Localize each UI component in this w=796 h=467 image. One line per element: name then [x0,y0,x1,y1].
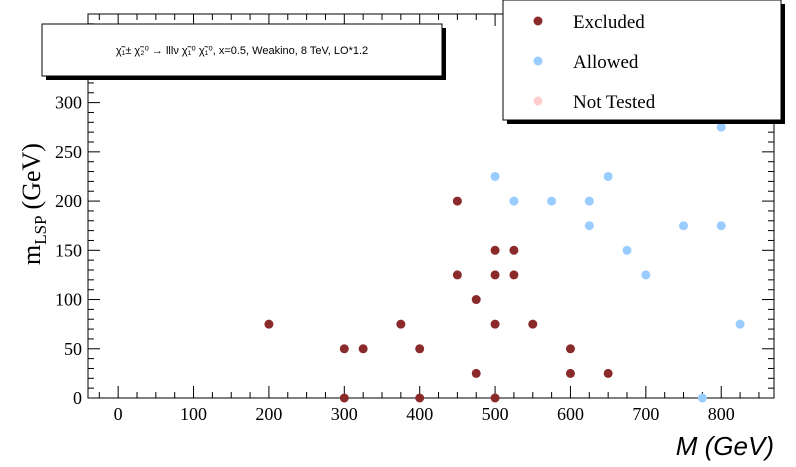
process-label: χ̃₁± χ̃₂⁰ → lllν χ̃₁⁰ χ̃₁⁰, x=0.5, Weaki… [116,45,368,57]
x-tick-label: 800 [708,404,735,424]
point-allowed [603,171,613,181]
point-allowed [584,221,594,231]
legend-marker [533,56,543,66]
y-tick-label: 250 [55,142,82,162]
point-allowed [584,196,594,206]
point-excluded [339,393,349,403]
point-excluded [490,319,500,329]
point-allowed [622,245,632,255]
process-info-box: χ̃₁± χ̃₂⁰ → lllν χ̃₁⁰ χ̃₁⁰, x=0.5, Weaki… [41,23,446,80]
legend-label: Excluded [573,12,645,33]
point-excluded [396,319,406,329]
point-allowed [490,171,500,181]
point-excluded [509,245,519,255]
point-excluded [603,368,613,378]
point-allowed [697,393,707,403]
point-excluded [490,393,500,403]
x-tick-label: 700 [632,404,659,424]
x-tick-label: 0 [114,404,123,424]
point-excluded [528,319,538,329]
point-excluded [471,368,481,378]
y-tick-label: 50 [64,339,82,359]
legend-marker [533,96,543,106]
point-excluded [339,344,349,354]
y-axis-title: mLSP(GeV) [17,143,50,265]
point-allowed [716,221,726,231]
point-allowed [509,196,519,206]
point-allowed [716,122,726,132]
legend-label: Allowed [573,52,639,73]
point-excluded [452,196,462,206]
x-tick-label: 300 [331,404,358,424]
y-tick-label: 150 [55,240,82,260]
point-excluded [565,344,575,354]
point-allowed [641,270,651,280]
point-excluded [490,245,500,255]
point-excluded [565,368,575,378]
x-tick-label: 600 [557,404,584,424]
point-excluded [452,270,462,280]
legend: Excluded Allowed Not Tested [502,0,785,124]
point-excluded [471,295,481,305]
point-excluded [415,393,425,403]
x-axis-title: M (GeV) [676,431,774,461]
x-tick-label: 200 [255,404,282,424]
point-allowed [679,221,689,231]
data-points [264,122,745,403]
x-tick-label: 400 [406,404,433,424]
point-excluded [415,344,425,354]
point-excluded [509,270,519,280]
legend-marker [533,16,543,26]
plot-frame [87,13,775,399]
point-allowed [547,196,557,206]
y-tick-label: 300 [55,93,82,113]
y-tick-label: 0 [73,388,82,408]
point-excluded [264,319,274,329]
x-tick-label: 100 [180,404,207,424]
y-tick-label: 200 [55,191,82,211]
legend-label: Not Tested [573,92,656,113]
point-excluded [358,344,368,354]
point-allowed [735,319,745,329]
point-excluded [490,270,500,280]
y-tick-label: 100 [55,290,82,310]
x-tick-label: 500 [482,404,509,424]
